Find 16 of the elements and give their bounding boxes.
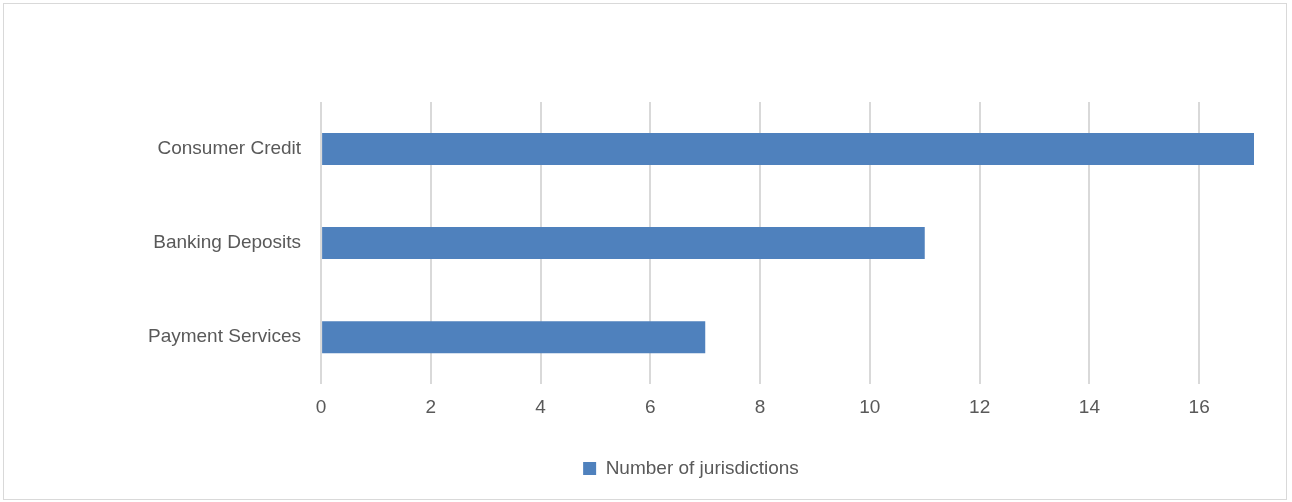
x-tick-label: 6 (645, 395, 656, 417)
x-tick-label: 2 (425, 395, 437, 417)
x-tick-label: 10 (859, 395, 881, 417)
bar (322, 133, 1254, 166)
x-tick-label: 12 (969, 395, 991, 417)
x-tick-label: 4 (535, 395, 547, 417)
y-tick-label: Consumer Credit (157, 137, 302, 159)
x-tick-label: 16 (1188, 395, 1210, 417)
y-tick-label: Banking Deposits (153, 231, 302, 253)
legend-label: Number of jurisdictions (605, 456, 799, 478)
x-tick-label: 14 (1078, 395, 1101, 417)
x-tick-label: 8 (754, 395, 766, 417)
bar (322, 227, 925, 260)
y-tick-label: Payment Services (147, 325, 302, 347)
bar (322, 321, 706, 354)
x-tick-label: 0 (315, 395, 327, 417)
